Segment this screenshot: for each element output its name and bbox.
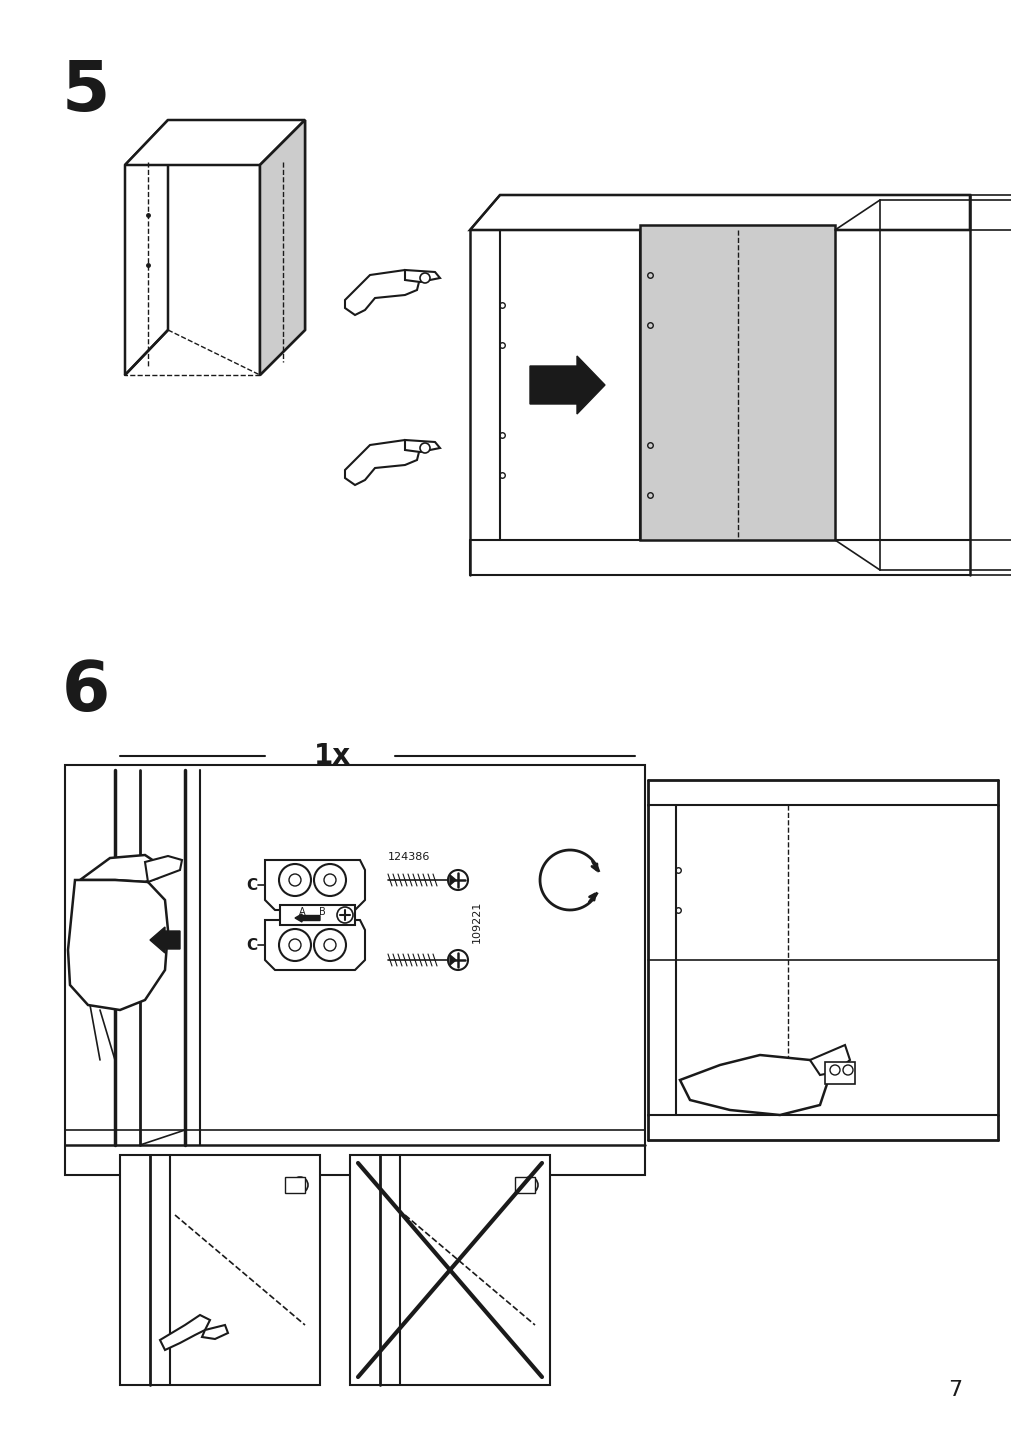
Polygon shape	[265, 919, 365, 969]
Polygon shape	[404, 271, 440, 282]
Text: A: A	[298, 906, 305, 916]
FancyArrow shape	[530, 357, 605, 414]
Circle shape	[522, 1177, 538, 1193]
Bar	[120, 1156, 319, 1385]
Text: 6: 6	[62, 657, 110, 725]
Text: 7: 7	[947, 1380, 961, 1400]
Polygon shape	[809, 1045, 849, 1075]
FancyArrow shape	[82, 929, 107, 949]
Polygon shape	[260, 120, 304, 375]
Circle shape	[324, 874, 336, 886]
Circle shape	[279, 929, 310, 961]
Circle shape	[420, 274, 430, 284]
Polygon shape	[345, 440, 420, 485]
Bar	[285, 1177, 304, 1193]
Bar	[350, 1156, 549, 1385]
Polygon shape	[404, 440, 440, 453]
Circle shape	[279, 863, 310, 896]
Circle shape	[324, 939, 336, 951]
Polygon shape	[679, 1055, 829, 1116]
Circle shape	[842, 1065, 852, 1075]
Text: 109221: 109221	[471, 901, 481, 944]
FancyArrow shape	[150, 927, 180, 954]
Polygon shape	[260, 120, 304, 375]
Polygon shape	[469, 195, 969, 231]
Polygon shape	[125, 120, 304, 165]
Polygon shape	[125, 120, 168, 375]
Polygon shape	[160, 1315, 210, 1350]
Polygon shape	[68, 881, 168, 1010]
Polygon shape	[280, 905, 355, 925]
Text: 124386: 124386	[387, 852, 430, 862]
Circle shape	[313, 929, 346, 961]
Polygon shape	[345, 271, 420, 315]
Text: B: B	[318, 906, 326, 916]
Circle shape	[292, 1177, 307, 1193]
Text: C: C	[247, 878, 258, 892]
Polygon shape	[202, 1325, 227, 1339]
Text: 1x: 1x	[313, 742, 350, 770]
Circle shape	[289, 874, 300, 886]
Circle shape	[289, 939, 300, 951]
Circle shape	[337, 906, 353, 924]
Bar	[515, 1177, 535, 1193]
FancyArrow shape	[295, 914, 319, 922]
Circle shape	[448, 949, 467, 969]
Bar	[824, 1063, 854, 1084]
Polygon shape	[145, 856, 182, 882]
Circle shape	[313, 863, 346, 896]
Text: 5: 5	[62, 59, 110, 125]
Bar	[639, 225, 834, 540]
Circle shape	[448, 871, 467, 891]
Bar	[65, 765, 644, 1176]
Polygon shape	[450, 955, 456, 965]
Polygon shape	[450, 875, 456, 885]
Polygon shape	[265, 861, 365, 909]
Polygon shape	[80, 855, 160, 882]
Circle shape	[420, 442, 430, 453]
Circle shape	[829, 1065, 839, 1075]
Text: C: C	[247, 938, 258, 952]
